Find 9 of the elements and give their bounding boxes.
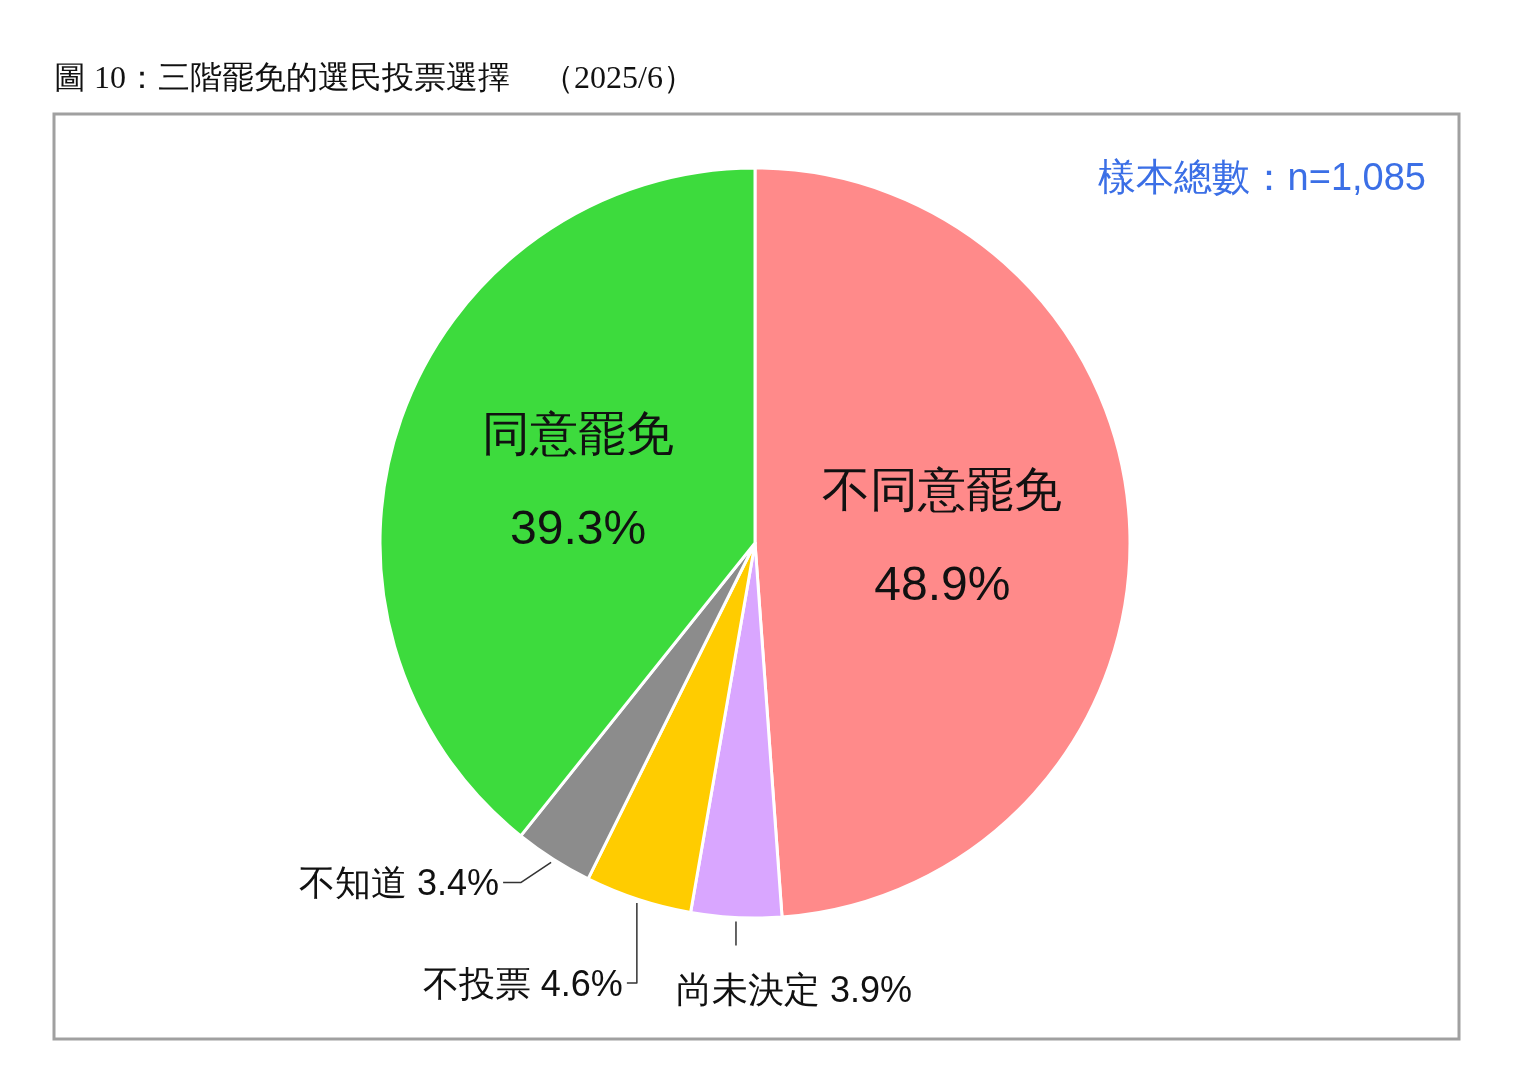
chart-title: 圖 10：三階罷免的選民投票選擇 （2025/6） bbox=[54, 59, 695, 95]
slice-label: 同意罷免 bbox=[482, 407, 675, 461]
data-label: 39.3% bbox=[510, 501, 647, 555]
slice-label: 不同意罷免 bbox=[822, 462, 1063, 516]
data-label: 48.9% bbox=[874, 556, 1011, 610]
slice-label: 尚未決定 3.9% bbox=[675, 969, 913, 1011]
slice-label: 不投票 4.6% bbox=[422, 962, 623, 1004]
text: 樣本總數：n=1,085 bbox=[1097, 156, 1426, 198]
slice-label: 不知道 3.4% bbox=[299, 861, 500, 903]
